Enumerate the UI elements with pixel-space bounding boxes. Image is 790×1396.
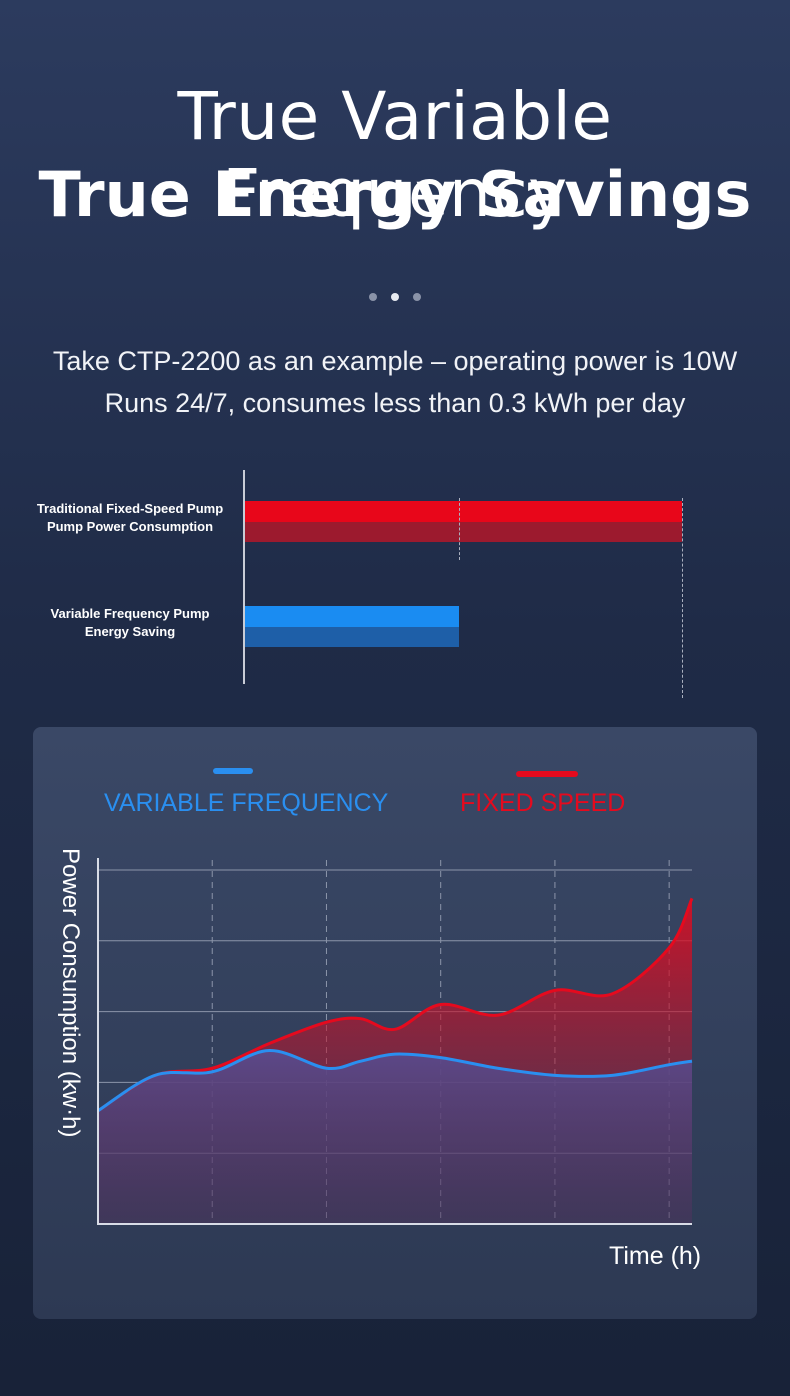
- x-axis-label: Time (h): [609, 1242, 702, 1270]
- bar-variable-frequency-lower: [245, 627, 460, 647]
- carousel-dot-3[interactable]: [413, 293, 421, 301]
- legend-label-fixed: FIXED SPEED: [460, 789, 626, 817]
- line-fixed-speed: [97, 897, 694, 1112]
- intro-line-1: Take CTP-2200 as an example – operating …: [52, 346, 738, 376]
- line-variable-frequency: [97, 1049, 693, 1112]
- bar-label-fixed-line1: Traditional Fixed-Speed Pump: [36, 501, 224, 516]
- bar-label-fixed-line2: Pump Power Consumption: [46, 519, 214, 534]
- bar-reference-line: [682, 498, 683, 698]
- area-variable-frequency: [98, 1050, 692, 1224]
- carousel-indicator: [0, 293, 790, 301]
- bar-label-variable-line2: Energy Saving: [84, 624, 176, 639]
- headline-primary: True Variable Frequency: [177, 78, 613, 232]
- carousel-dot-2[interactable]: [391, 293, 399, 301]
- carousel-dot-1[interactable]: [369, 293, 377, 301]
- intro-line-2: Runs 24/7, consumes less than 0.3 kWh pe…: [104, 388, 686, 418]
- bar-label-variable: Variable Frequency Pump Energy Saving: [28, 605, 232, 641]
- headline-secondary: True Energy Savings: [38, 158, 752, 231]
- bar-variable-frequency-upper: [245, 606, 460, 627]
- legend-swatch-variable: [213, 768, 253, 774]
- bar-fixed-speed-upper: [245, 501, 682, 522]
- bar-fixed-speed-lower: [245, 522, 682, 542]
- legend-label-variable: VARIABLE FREQUENCY: [104, 789, 389, 817]
- bar-label-variable-line1: Variable Frequency Pump: [50, 606, 210, 621]
- bar-reference-line: [459, 498, 461, 560]
- bar-chart-axis: [243, 470, 245, 684]
- legend-swatch-fixed: [516, 771, 578, 777]
- bar-label-fixed: Traditional Fixed-Speed Pump Pump Power …: [28, 500, 232, 536]
